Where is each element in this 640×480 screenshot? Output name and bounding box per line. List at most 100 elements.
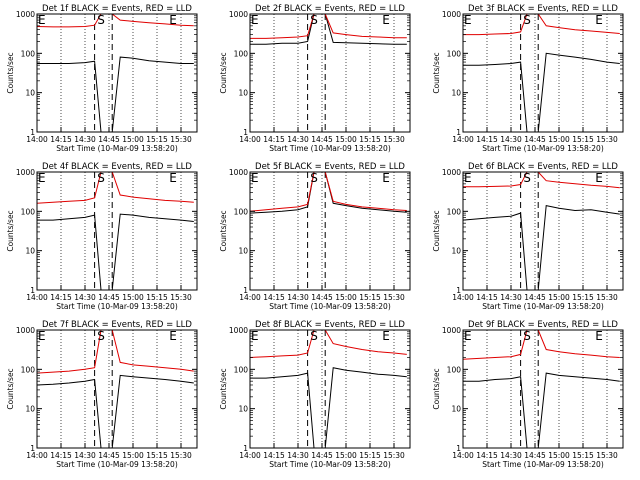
x-tick-label: 15:15 [146,135,168,144]
y-tick-label: 1 [30,286,35,295]
plot-frame [36,329,198,449]
x-tick-label: 15:00 [335,451,357,460]
x-tick-label: 14:15 [50,293,72,302]
x-tick-label: 14:45 [524,135,546,144]
x-tick-label: 14:15 [263,451,285,460]
y-tick-label: 1 [456,128,461,137]
marker-e-start: E [251,171,259,185]
y-tick-label: 10 [451,405,461,414]
marker-e-end: E [595,171,603,185]
marker-s: S [97,13,105,27]
x-tick-label: 15:15 [572,293,594,302]
y-tick-label: 10 [25,405,35,414]
x-tick-label: 15:15 [146,451,168,460]
x-axis-label: Start Time (10-Mar-09 13:58:20) [56,144,178,153]
x-axis-label: Start Time (10-Mar-09 13:58:20) [482,460,604,469]
y-axis-label: Counts/sec [6,210,15,251]
marker-e-start: E [38,171,46,185]
panel-title: Det 2f BLACK = Events, RED = LLD [255,4,405,14]
x-tick-label: 14:30 [287,293,309,302]
x-tick-label: 15:30 [170,135,192,144]
x-tick-label: 14:45 [524,451,546,460]
x-axis-label: Start Time (10-Mar-09 13:58:20) [56,460,178,469]
y-tick-label: 1 [243,444,248,453]
marker-e-start: E [38,329,46,343]
marker-s: S [310,13,318,27]
marker-e-end: E [169,329,177,343]
detector-panel-2: Det 2f BLACK = Events, RED = LLD 1 10 100 10… [219,4,411,153]
x-tick-label: 14:45 [311,293,333,302]
x-tick-label: 14:15 [476,451,498,460]
x-tick-label: 15:30 [170,451,192,460]
y-tick-label: 100 [447,207,462,216]
marker-s: S [523,329,531,343]
y-tick-label: 100 [447,365,462,374]
x-tick-label: 14:30 [287,135,309,144]
x-tick-label: 15:00 [548,135,570,144]
series-line-events [463,52,620,133]
y-tick-label: 10 [238,405,248,414]
y-tick-label: 1000 [442,168,461,177]
panel-title: Det 6f BLACK = Events, RED = LLD [468,162,618,172]
x-tick-label: 14:00 [26,293,48,302]
x-tick-label: 15:30 [383,293,405,302]
x-axis-label: Start Time (10-Mar-09 13:58:20) [269,302,391,311]
x-tick-label: 15:00 [335,135,357,144]
y-tick-label: 100 [21,207,36,216]
marker-s: S [310,329,318,343]
marker-s: S [97,171,105,185]
detector-panel-4: Det 4f BLACK = Events, RED = LLD 1 10 100 10… [6,162,198,311]
x-tick-label: 14:00 [452,293,474,302]
marker-e-start: E [464,171,472,185]
x-axis-label: Start Time (10-Mar-09 13:58:20) [269,460,391,469]
y-axis-label: Counts/sec [432,368,441,409]
x-tick-label: 14:45 [311,451,333,460]
panel-title: Det 3f BLACK = Events, RED = LLD [468,4,618,14]
x-tick-label: 14:00 [239,135,261,144]
plot-frame [249,171,411,291]
x-tick-label: 14:30 [500,135,522,144]
marker-e-end: E [169,13,177,27]
y-tick-label: 10 [25,247,35,256]
y-tick-label: 1000 [16,10,35,19]
x-tick-label: 15:30 [383,135,405,144]
marker-e-end: E [595,329,603,343]
x-tick-label: 15:00 [548,451,570,460]
y-axis-label: Counts/sec [219,368,228,409]
y-axis-label: Counts/sec [219,210,228,251]
marker-e-start: E [38,13,46,27]
detector-panel-5: Det 5f BLACK = Events, RED = LLD 1 10 100 10… [219,162,411,311]
y-tick-label: 1 [30,444,35,453]
x-tick-label: 14:15 [50,135,72,144]
x-tick-label: 15:30 [170,293,192,302]
detector-panel-6: Det 6f BLACK = Events, RED = LLD 1 10 100 10… [432,162,624,311]
x-tick-label: 15:00 [122,451,144,460]
panel-title: Det 5f BLACK = Events, RED = LLD [255,162,405,172]
x-tick-label: 14:00 [452,135,474,144]
x-tick-label: 14:45 [98,451,120,460]
x-tick-label: 14:15 [476,135,498,144]
y-tick-label: 1000 [442,10,461,19]
panel-title: Det 1f BLACK = Events, RED = LLD [42,4,192,14]
y-tick-label: 1 [456,444,461,453]
marker-e-end: E [382,13,390,27]
y-axis-label: Counts/sec [432,52,441,93]
marker-e-end: E [169,171,177,185]
x-tick-label: 15:15 [359,293,381,302]
marker-s: S [97,329,105,343]
x-tick-label: 15:30 [596,451,618,460]
series-line-events [462,204,620,291]
detector-panel-3: Det 3f BLACK = Events, RED = LLD 1 10 100 10… [432,4,624,153]
detector-panel-9: Det 9f BLACK = Events, RED = LLD 1 10 100 10… [432,320,624,469]
plot-frame [249,13,411,133]
plot-frame [36,171,198,291]
plot-frame [249,329,411,449]
x-tick-label: 14:30 [500,451,522,460]
x-tick-label: 14:30 [74,451,96,460]
series-line-events [37,213,194,291]
marker-s: S [523,171,531,185]
y-tick-label: 1000 [229,168,248,177]
panel-title: Det 9f BLACK = Events, RED = LLD [468,320,618,330]
y-tick-label: 10 [238,247,248,256]
